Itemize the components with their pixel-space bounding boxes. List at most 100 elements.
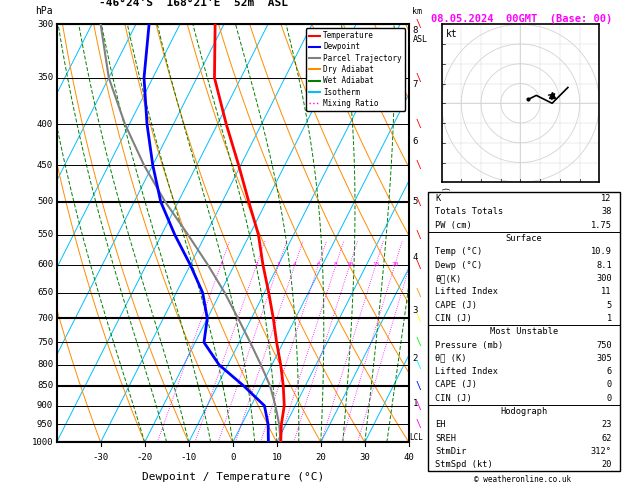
Legend: Temperature, Dewpoint, Parcel Trajectory, Dry Adiabat, Wet Adiabat, Isotherm, Mi: Temperature, Dewpoint, Parcel Trajectory… xyxy=(306,28,405,111)
Text: 950: 950 xyxy=(37,420,53,429)
Text: 7: 7 xyxy=(413,80,418,89)
Text: \: \ xyxy=(415,197,421,207)
Text: 8.1: 8.1 xyxy=(596,260,612,270)
Text: -20: -20 xyxy=(136,453,153,462)
Text: 500: 500 xyxy=(37,197,53,206)
Text: \: \ xyxy=(415,119,421,129)
Text: 600: 600 xyxy=(37,260,53,269)
Text: EH: EH xyxy=(435,420,446,429)
Text: K: K xyxy=(435,194,441,203)
Text: Dewp (°C): Dewp (°C) xyxy=(435,260,482,270)
Text: 10: 10 xyxy=(271,453,282,462)
Text: Surface: Surface xyxy=(505,234,542,243)
Text: Most Unstable: Most Unstable xyxy=(489,327,558,336)
Text: 3: 3 xyxy=(277,262,281,267)
Text: 550: 550 xyxy=(37,230,53,239)
Text: \: \ xyxy=(415,260,421,270)
Text: 650: 650 xyxy=(37,288,53,297)
Text: θᴄ (K): θᴄ (K) xyxy=(435,354,467,363)
Text: 08.05.2024  00GMT  (Base: 00): 08.05.2024 00GMT (Base: 00) xyxy=(431,14,612,24)
Text: 5: 5 xyxy=(413,197,418,206)
Text: CAPE (J): CAPE (J) xyxy=(435,381,477,389)
Text: Mixing Ratio (g/kg): Mixing Ratio (g/kg) xyxy=(443,186,452,281)
Text: 1.75: 1.75 xyxy=(591,221,612,230)
Text: 1: 1 xyxy=(413,399,418,408)
Text: 4: 4 xyxy=(413,253,418,262)
Text: 20: 20 xyxy=(315,453,326,462)
Text: θᴄ(K): θᴄ(K) xyxy=(435,274,462,283)
Text: 2: 2 xyxy=(255,262,259,267)
Text: \: \ xyxy=(415,19,421,29)
Text: 400: 400 xyxy=(37,120,53,129)
Text: 700: 700 xyxy=(37,314,53,323)
Text: \: \ xyxy=(415,313,421,324)
Text: 6: 6 xyxy=(606,367,612,376)
Text: Dewpoint / Temperature (°C): Dewpoint / Temperature (°C) xyxy=(142,471,324,482)
Text: © weatheronline.co.uk: © weatheronline.co.uk xyxy=(474,474,571,484)
Text: \: \ xyxy=(415,381,421,391)
Text: 12: 12 xyxy=(601,194,612,203)
Text: 900: 900 xyxy=(37,401,53,410)
Text: 0: 0 xyxy=(606,394,612,403)
Text: 40: 40 xyxy=(403,453,415,462)
Text: kt: kt xyxy=(446,29,458,39)
Text: Temp (°C): Temp (°C) xyxy=(435,247,482,256)
Text: 312°: 312° xyxy=(591,447,612,456)
Text: Totals Totals: Totals Totals xyxy=(435,208,504,216)
Text: \: \ xyxy=(415,160,421,170)
Text: Lifted Index: Lifted Index xyxy=(435,287,498,296)
Text: \: \ xyxy=(415,288,421,298)
Text: 30: 30 xyxy=(359,453,370,462)
Text: Lifted Index: Lifted Index xyxy=(435,367,498,376)
Text: SREH: SREH xyxy=(435,434,457,443)
Text: 1: 1 xyxy=(606,314,612,323)
Text: \: \ xyxy=(415,419,421,430)
Text: 750: 750 xyxy=(37,338,53,347)
Text: 8: 8 xyxy=(334,262,338,267)
Text: 6: 6 xyxy=(413,137,418,146)
Text: ASL: ASL xyxy=(413,35,427,44)
Text: 350: 350 xyxy=(37,73,53,82)
Text: CIN (J): CIN (J) xyxy=(435,314,472,323)
Text: km: km xyxy=(413,7,422,16)
Text: 23: 23 xyxy=(601,420,612,429)
Text: 0: 0 xyxy=(606,381,612,389)
Text: 20: 20 xyxy=(601,460,612,469)
Text: \: \ xyxy=(415,230,421,240)
Text: 5: 5 xyxy=(606,300,612,310)
Text: 300: 300 xyxy=(37,20,53,29)
Text: 8: 8 xyxy=(413,26,418,35)
Text: \: \ xyxy=(415,400,421,411)
Text: 38: 38 xyxy=(601,208,612,216)
Text: 11: 11 xyxy=(601,287,612,296)
Text: 0: 0 xyxy=(230,453,235,462)
Text: 6: 6 xyxy=(316,262,320,267)
Text: StmSpd (kt): StmSpd (kt) xyxy=(435,460,493,469)
Text: 1: 1 xyxy=(219,262,223,267)
Text: 800: 800 xyxy=(37,360,53,369)
Text: 10.9: 10.9 xyxy=(591,247,612,256)
Text: CIN (J): CIN (J) xyxy=(435,394,472,403)
Text: LCL: LCL xyxy=(409,433,423,441)
Text: 850: 850 xyxy=(37,382,53,390)
Text: 2: 2 xyxy=(413,354,418,363)
Text: PW (cm): PW (cm) xyxy=(435,221,472,230)
Text: hPa: hPa xyxy=(35,6,53,16)
Text: 4: 4 xyxy=(293,262,297,267)
Text: -30: -30 xyxy=(92,453,109,462)
Text: StmDir: StmDir xyxy=(435,447,467,456)
Text: \: \ xyxy=(415,360,421,370)
Text: 750: 750 xyxy=(596,341,612,349)
Text: 20: 20 xyxy=(391,262,399,267)
Text: 10: 10 xyxy=(346,262,353,267)
Text: 15: 15 xyxy=(372,262,379,267)
Text: 62: 62 xyxy=(601,434,612,443)
Text: 1000: 1000 xyxy=(31,438,53,447)
Text: 450: 450 xyxy=(37,160,53,170)
Text: 300: 300 xyxy=(596,274,612,283)
Text: \: \ xyxy=(415,337,421,347)
Text: -46°24'S  168°21'E  52m  ASL: -46°24'S 168°21'E 52m ASL xyxy=(99,0,288,8)
Text: -10: -10 xyxy=(181,453,197,462)
Text: 3: 3 xyxy=(413,306,418,315)
Text: Hodograph: Hodograph xyxy=(500,407,547,416)
